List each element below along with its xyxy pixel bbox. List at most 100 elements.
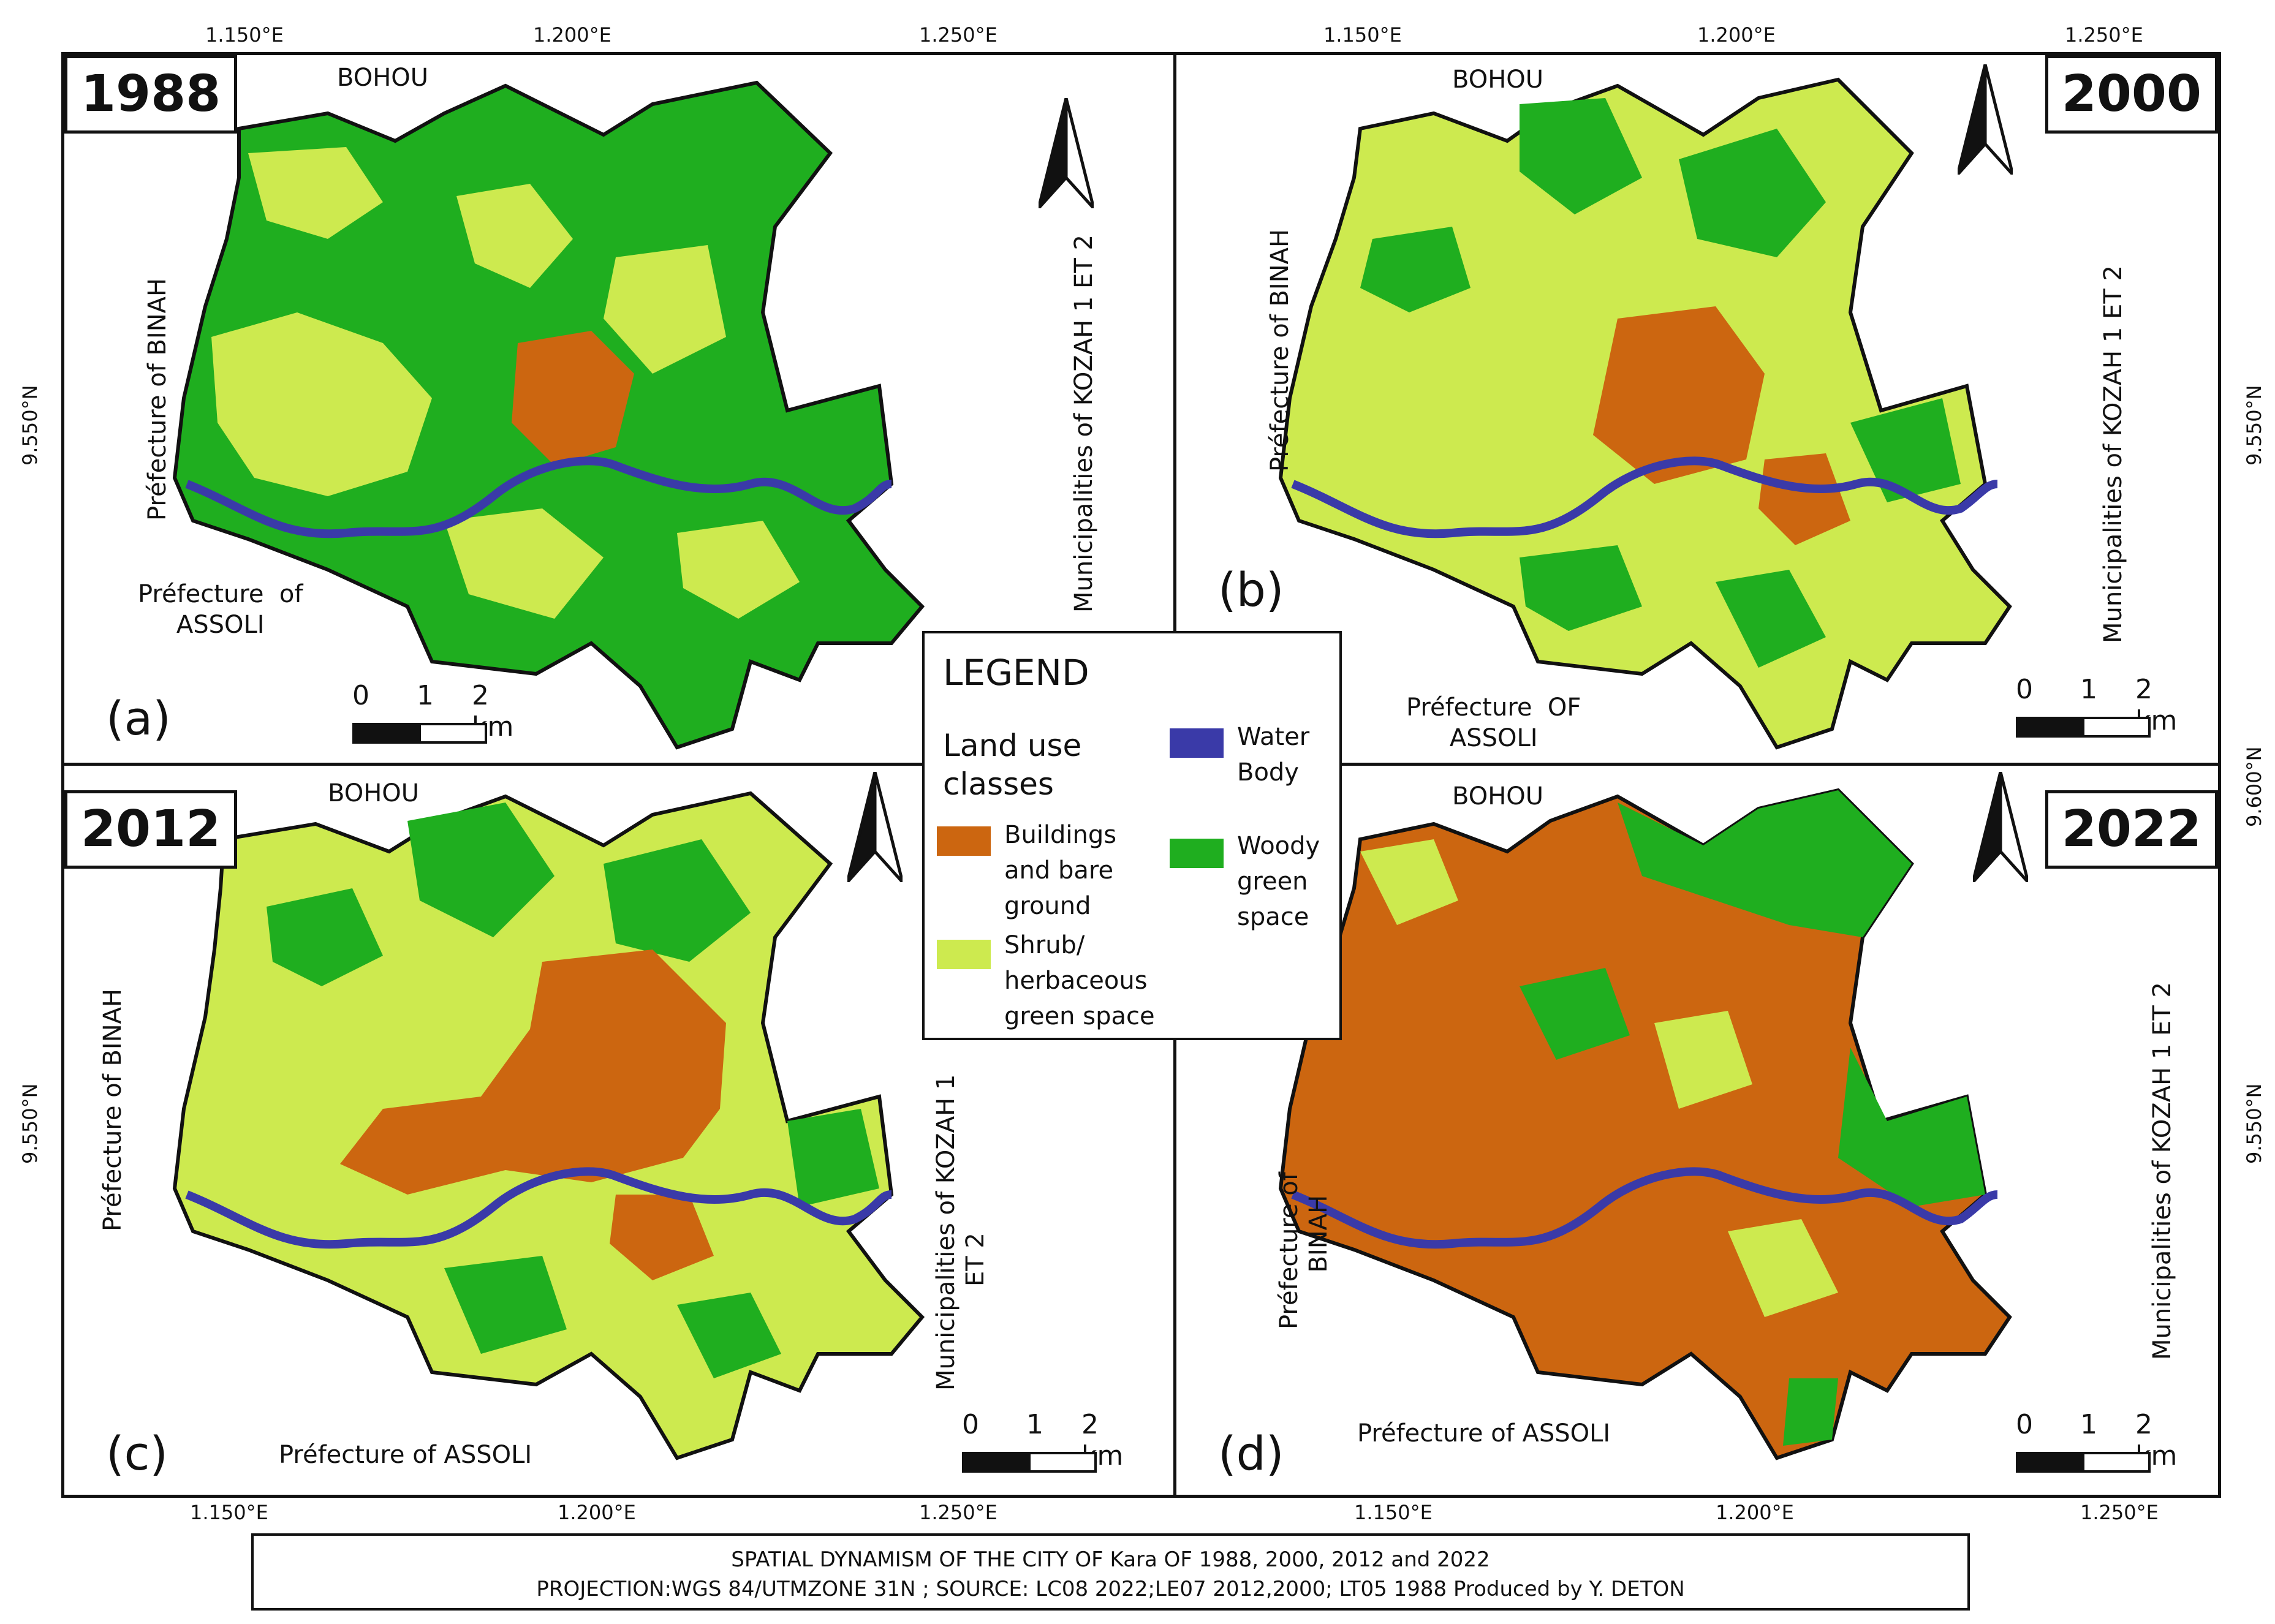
- land-use-map-1988: [172, 80, 925, 750]
- place-south: Préfecture OF ASSOLI: [1406, 693, 1581, 752]
- north-arrow-icon: [847, 772, 903, 882]
- map-panel-1988: 1988 (a) BOHOU Préfecture of BINAH Préfe…: [61, 52, 1176, 766]
- woody-zone: [1520, 545, 1642, 631]
- panel-label-a: (a): [106, 691, 171, 746]
- legend: LEGEND Land use classes Buildings and ba…: [922, 631, 1342, 1040]
- shrub-zone: [1783, 1378, 1838, 1446]
- coord-top-3: 1.250°E: [919, 23, 997, 47]
- coord-right-1: 9.550°N: [2243, 385, 2266, 466]
- legend-label-water: Water Body: [1237, 723, 1310, 787]
- land-use-map-2000: [1278, 77, 2012, 750]
- shrub-zone: [444, 508, 604, 619]
- woody-zone: [1520, 968, 1630, 1060]
- map-panel-2000: 2000 (b) BOHOU Préfecture of BINAH Préfe…: [1173, 52, 2221, 766]
- place-north: BOHOU: [1452, 66, 1544, 94]
- legend-subtitle: Land use classes: [943, 728, 1082, 802]
- footer-line-1: SPATIAL DYNAMISM OF THE CITY OF Kara OF …: [731, 1547, 1490, 1572]
- place-west: Préfecture of BINAH: [143, 278, 172, 521]
- woody-zone: [407, 803, 555, 937]
- panel-label-c: (c): [106, 1426, 168, 1481]
- shrub-zone: [248, 147, 383, 239]
- year-label-2022: 2022: [2045, 790, 2218, 869]
- woody-zone: [677, 1293, 781, 1378]
- place-west: Préfecture of BINAH: [1266, 228, 1294, 472]
- panel-label-d: (d): [1218, 1426, 1284, 1481]
- coord-top-6: 1.250°E: [2065, 23, 2143, 47]
- buildings-zone: [340, 950, 726, 1195]
- land-use-map-2022: [1278, 788, 2012, 1460]
- north-arrow-icon: [1973, 772, 2028, 882]
- legend-swatch-shrub: [937, 940, 991, 969]
- buildings-zone: [512, 331, 634, 466]
- legend-label-woody: Woody green space: [1237, 832, 1320, 931]
- legend-swatch-buildings: [937, 826, 991, 856]
- place-west: Préfecture of BINAH: [1275, 1172, 1333, 1329]
- place-north: BOHOU: [337, 64, 429, 92]
- land-use-map-2012: [172, 791, 925, 1460]
- coord-bottom-5: 1.200°E: [1716, 1501, 1794, 1524]
- place-south: Préfecture of ASSOLI: [279, 1441, 532, 1469]
- shrub-zone: [211, 312, 432, 496]
- coord-top-1: 1.150°E: [205, 23, 284, 47]
- year-label-2012: 2012: [64, 790, 238, 869]
- footer-caption: SPATIAL DYNAMISM OF THE CITY OF Kara OF …: [251, 1533, 1970, 1611]
- footer-line-2: PROJECTION:WGS 84/UTMZONE 31N ; SOURCE: …: [536, 1576, 1685, 1601]
- buildings-zone: [1593, 306, 1765, 484]
- shrub-zone: [604, 245, 726, 374]
- year-label-2000: 2000: [2045, 55, 2218, 134]
- shrub-zone: [1654, 1011, 1752, 1109]
- north-arrow-icon: [1958, 64, 2013, 175]
- place-north: BOHOU: [1452, 782, 1544, 810]
- coord-top-2: 1.200°E: [533, 23, 611, 47]
- map-panel-2012: 2012 (c) BOHOU Préfecture of BINAH Préfe…: [61, 763, 1176, 1498]
- woody-zone: [1618, 790, 1912, 937]
- woody-zone: [1716, 570, 1826, 668]
- place-east: Municipalities of KOZAH 1 ET 2: [932, 1074, 990, 1391]
- coord-right-3: 9.550°N: [2243, 1083, 2266, 1164]
- shrub-zone: [677, 521, 800, 619]
- woody-zone: [1520, 98, 1642, 214]
- shrub-zone: [456, 184, 573, 288]
- woody-zone: [1850, 398, 1961, 502]
- river: [1291, 456, 1998, 538]
- place-east: Municipalities of KOZAH 1 ET 2: [1070, 235, 1098, 613]
- woody-zone: [1679, 129, 1826, 257]
- buildings-zone: [610, 1195, 714, 1280]
- coord-bottom-1: 1.150°E: [190, 1501, 268, 1524]
- river: [185, 456, 892, 538]
- year-label-1988: 1988: [64, 55, 238, 134]
- buildings-zone: [1758, 453, 1850, 545]
- woody-zone: [444, 1256, 567, 1354]
- coord-left-2: 9.550°N: [18, 1083, 42, 1164]
- coord-top-5: 1.200°E: [1697, 23, 1776, 47]
- north-arrow-icon: [1039, 98, 1094, 208]
- coord-bottom-2: 1.200°E: [558, 1501, 636, 1524]
- panel-label-b: (b): [1218, 562, 1284, 617]
- woody-zone: [1838, 1048, 1985, 1207]
- legend-swatch-woody: [1170, 839, 1224, 868]
- legend-label-buildings: Buildings and bare ground: [1004, 821, 1117, 920]
- legend-title: LEGEND: [943, 652, 1089, 693]
- coord-bottom-4: 1.150°E: [1354, 1501, 1433, 1524]
- coord-bottom-3: 1.250°E: [919, 1501, 997, 1524]
- river: [1291, 1167, 1998, 1249]
- woody-zone: [1360, 227, 1471, 312]
- woody-zone: [787, 1109, 879, 1207]
- place-east: Municipalities of KOZAH 1 ET 2: [2148, 982, 2176, 1360]
- coord-left-1: 9.550°N: [18, 385, 42, 466]
- coord-bottom-6: 1.250°E: [2080, 1501, 2159, 1524]
- woody-zone: [267, 888, 383, 986]
- coord-top-4: 1.150°E: [1323, 23, 1402, 47]
- map-panel-2022: 2022 (d) BOHOU Préfecture of BINAH Préfe…: [1173, 763, 2221, 1498]
- shrub-zone: [1360, 839, 1458, 925]
- river: [185, 1167, 892, 1249]
- place-south: Préfecture of ASSOLI: [1357, 1419, 1611, 1448]
- coord-right-2: 9.600°N: [2243, 746, 2266, 827]
- shrub-zone: [1728, 1219, 1838, 1317]
- legend-label-shrub: Shrub/ herbaceous green space: [1004, 931, 1155, 1030]
- place-east: Municipalities of KOZAH 1 ET 2: [2099, 265, 2127, 643]
